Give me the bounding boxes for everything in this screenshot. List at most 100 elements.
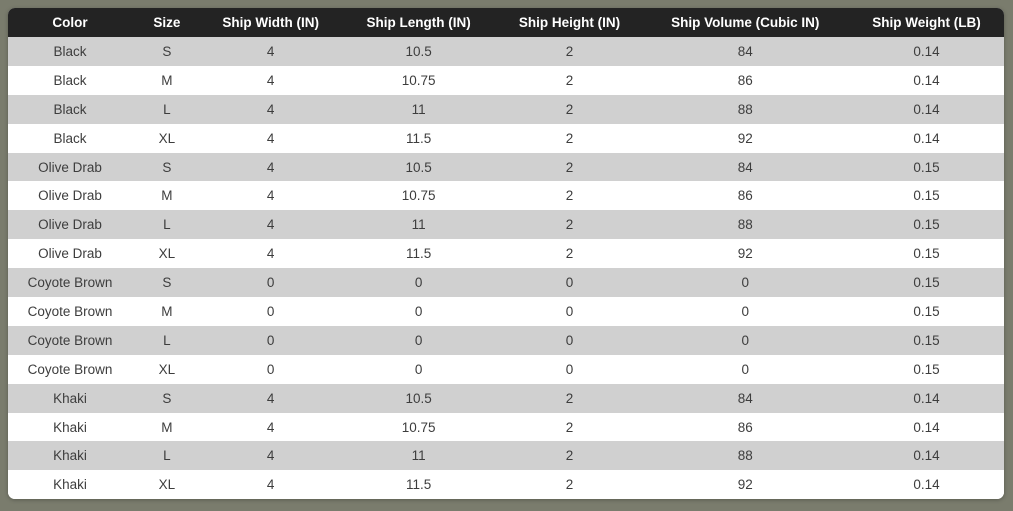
table-cell: XL <box>158 477 176 493</box>
table-cell: Olive Drab <box>38 217 102 233</box>
table-cell: XL <box>158 361 176 377</box>
table-cell: 0 <box>565 332 574 348</box>
column-header-ship-width-in: Ship Width (IN) <box>201 8 340 37</box>
table-cell: 0.14 <box>913 101 940 117</box>
table-cell: 10.75 <box>401 419 436 435</box>
table-cell: 11 <box>411 448 426 464</box>
table-cell: 84 <box>737 390 753 406</box>
table-row: Coyote Brown M 0 0 0 0 0.15 <box>8 297 1004 326</box>
table-cell: 0.14 <box>913 448 940 464</box>
table-cell: M <box>161 72 173 88</box>
table-cell: S <box>162 43 172 59</box>
table-cell: 0.14 <box>913 130 940 146</box>
column-header-ship-length-in: Ship Length (IN) <box>339 8 498 37</box>
table-cell: 2 <box>565 246 574 262</box>
table-cell: Coyote Brown <box>27 303 113 319</box>
table-row: Khaki L 4 11 2 88 0.14 <box>8 441 1004 471</box>
table-cell: 4 <box>266 448 275 464</box>
table-cell: L <box>163 332 171 348</box>
table-cell: 11 <box>411 101 426 117</box>
table-cell: 10.5 <box>405 390 432 406</box>
table-cell: 4 <box>266 101 275 117</box>
table-cell: Black <box>53 72 87 88</box>
table-cell: 0.14 <box>913 419 940 435</box>
table-row: Black M 4 10.75 2 86 0.14 <box>8 65 1004 95</box>
table-cell: 0 <box>414 303 423 319</box>
table-cell: 88 <box>737 217 753 233</box>
table-cell: 11.5 <box>405 477 432 493</box>
table-cell: XL <box>158 130 176 146</box>
table-cell: 0 <box>266 361 275 377</box>
table-cell: S <box>162 159 172 175</box>
table-row: Coyote Brown S 0 0 0 0 0.15 <box>8 268 1004 298</box>
table-cell: 84 <box>737 159 753 175</box>
table-cell: 0 <box>741 332 750 348</box>
column-header-ship-weight-lb: Ship Weight (LB) <box>849 8 1004 37</box>
table-row: Black XL 4 11.5 2 92 0.14 <box>8 123 1004 153</box>
table-cell: 92 <box>737 246 753 262</box>
table-cell: Khaki <box>53 477 87 493</box>
table-cell: 0 <box>414 332 423 348</box>
table-cell: 0 <box>565 275 574 291</box>
table-cell: 2 <box>565 448 574 464</box>
table-cell: 0 <box>741 361 750 377</box>
table-cell: Coyote Brown <box>27 361 113 377</box>
table-cell: 2 <box>565 159 574 175</box>
table-cell: L <box>163 217 171 233</box>
table-cell: S <box>162 390 172 406</box>
column-header-size: Size <box>132 8 202 37</box>
table-row: Olive Drab M 4 10.75 2 86 0.15 <box>8 181 1004 211</box>
table-cell: 0.14 <box>913 390 940 406</box>
table-cell: 0 <box>414 275 423 291</box>
table-row: Khaki S 4 10.5 2 84 0.14 <box>8 383 1004 413</box>
table-cell: 0.15 <box>913 246 940 262</box>
column-header-ship-height-in: Ship Height (IN) <box>497 8 642 37</box>
table-cell: Coyote Brown <box>27 332 113 348</box>
table-cell: XL <box>158 246 176 262</box>
table-cell: Khaki <box>53 390 87 406</box>
table-cell: 2 <box>565 390 574 406</box>
table-cell: 2 <box>565 188 574 204</box>
table-cell: 0 <box>414 361 423 377</box>
table-cell: 4 <box>266 159 275 175</box>
table-cell: S <box>162 275 172 291</box>
table-cell: 4 <box>266 390 275 406</box>
table-cell: 0.14 <box>913 72 940 88</box>
table-cell: 0 <box>565 361 574 377</box>
table-cell: Khaki <box>53 419 87 435</box>
table-cell: 0 <box>741 275 750 291</box>
table-cell: 2 <box>565 217 574 233</box>
table-cell: 2 <box>565 43 574 59</box>
table-cell: 0 <box>266 303 275 319</box>
table-cell: 2 <box>565 419 574 435</box>
table-cell: 92 <box>737 130 753 146</box>
table-cell: 0.15 <box>913 303 940 319</box>
table-cell: Olive Drab <box>38 246 102 262</box>
table-row: Coyote Brown L 0 0 0 0 0.15 <box>8 325 1004 355</box>
table-cell: 2 <box>565 477 574 493</box>
table-body: Black S 4 10.5 2 84 0.14 Black M 4 10.75 2 86 0.14 Bla… <box>8 37 1004 500</box>
table-cell: 0 <box>266 332 275 348</box>
table-cell: 0.15 <box>913 217 940 233</box>
table-cell: 0.15 <box>913 332 940 348</box>
table-cell: 0.15 <box>913 275 940 291</box>
table-cell: 88 <box>737 101 753 117</box>
table-row: Olive Drab XL 4 11.5 2 92 0.15 <box>8 239 1004 269</box>
table-cell: M <box>161 419 173 435</box>
table-cell: 0.15 <box>913 159 940 175</box>
table-cell: 2 <box>565 130 574 146</box>
table-cell: 4 <box>266 43 275 59</box>
table-cell: 11 <box>411 217 426 233</box>
table-cell: 2 <box>565 72 574 88</box>
shipping-specs-table-card: Color Size Ship Width (IN) Ship Length (IN)… <box>8 8 1004 500</box>
table-cell: Olive Drab <box>38 188 102 204</box>
table-cell: Olive Drab <box>38 159 102 175</box>
table-cell: 0 <box>266 275 275 291</box>
table-cell: 86 <box>737 188 753 204</box>
table-cell: 4 <box>266 217 275 233</box>
table-cell: 4 <box>266 477 275 493</box>
table-cell: 10.5 <box>405 43 432 59</box>
table-cell: L <box>163 448 171 464</box>
table-cell: M <box>161 303 173 319</box>
